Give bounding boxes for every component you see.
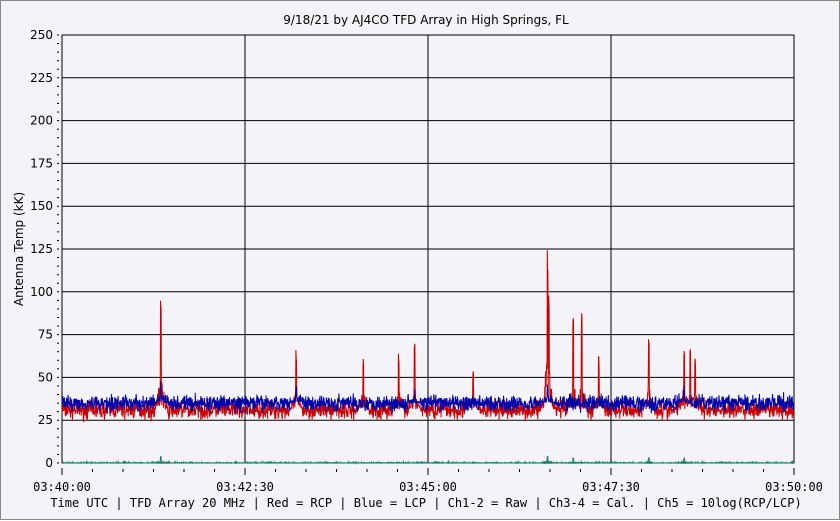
x-tick-label: 03:50:00 [765, 480, 823, 494]
series-lcp [61, 381, 795, 414]
y-tick-label: 50 [38, 370, 53, 384]
y-tick-label: 75 [38, 328, 53, 342]
y-tick-label: 200 [30, 114, 53, 128]
x-axis-label: Time UTC | TFD Array 20 MHz | Red = RCP … [50, 496, 801, 510]
x-tick-label: 03:45:00 [399, 480, 457, 494]
y-tick-label: 175 [30, 156, 53, 170]
chart-title: 9/18/21 by AJ4CO TFD Array in High Sprin… [283, 13, 569, 27]
y-tick-label: 250 [30, 28, 53, 42]
y-tick-label: 225 [30, 71, 53, 85]
series-rcp [61, 249, 795, 423]
x-tick-label: 03:40:00 [33, 480, 91, 494]
y-tick-label: 0 [45, 456, 53, 470]
x-tick-label: 03:47:30 [582, 480, 640, 494]
x-tick-label: 03:42:30 [216, 480, 274, 494]
y-tick-label: 150 [30, 199, 53, 213]
y-axis-label: Antenna Temp (kK) [12, 192, 26, 306]
series-10log-rcp-lcp- [61, 455, 795, 465]
y-tick-label: 125 [30, 242, 53, 256]
y-tick-label: 25 [38, 413, 53, 427]
y-tick-label: 100 [30, 285, 53, 299]
